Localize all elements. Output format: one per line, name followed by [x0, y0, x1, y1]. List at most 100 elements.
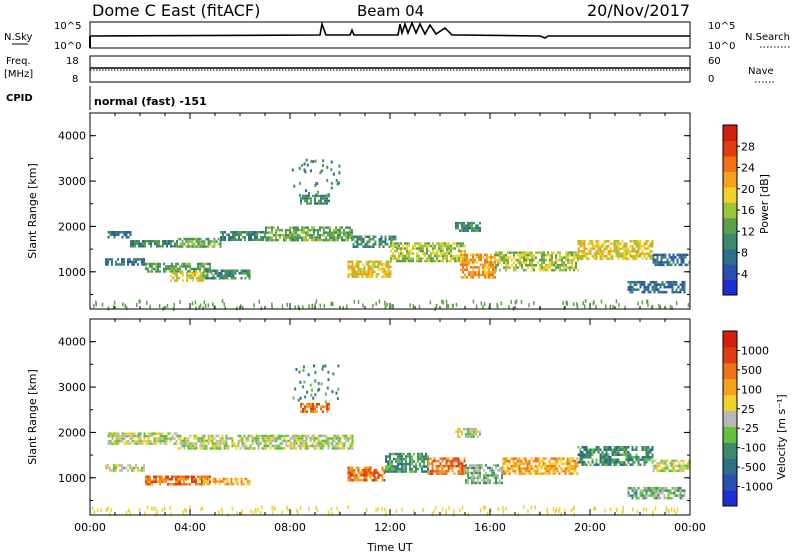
ground-scatter-cell [213, 305, 216, 310]
echo-cell [209, 267, 211, 271]
echo-cell [193, 434, 196, 438]
echo-cell [465, 427, 467, 431]
echo-cell [218, 480, 221, 483]
echo-cell [531, 263, 533, 267]
ground-scatter-cell [384, 512, 387, 517]
echo-cell [486, 258, 488, 262]
echo-cell [387, 265, 390, 268]
echo-cell [195, 270, 197, 273]
echo-cell [343, 238, 345, 242]
ground-scatter-cell [170, 512, 172, 517]
echo-cell [619, 252, 622, 255]
echo-cell [637, 456, 640, 459]
echo-cell [353, 268, 356, 271]
echo-cell [253, 437, 256, 440]
echo-cell [436, 254, 438, 258]
ground-scatter-cell [365, 508, 368, 513]
echo-cell [176, 274, 178, 277]
echo-cell [293, 437, 296, 440]
echo-cell [161, 439, 164, 443]
echo-cell [403, 465, 405, 468]
echo-cell [518, 467, 521, 470]
echo-cell [446, 254, 448, 258]
echo-cell [215, 240, 218, 243]
echo-cell [437, 469, 440, 473]
echo-cell [495, 481, 497, 485]
echo-cell [457, 435, 459, 438]
ground-scatter-cell [593, 506, 595, 511]
echo-cell [467, 432, 469, 436]
echo-cell [437, 472, 440, 475]
echo-cell [458, 247, 460, 250]
echo-cell [607, 448, 610, 451]
echo-cell [557, 266, 559, 269]
echo-cell [303, 444, 306, 448]
echo-cell [545, 263, 547, 267]
echo-cell [176, 242, 178, 245]
echo-cell [433, 459, 436, 463]
echo-cell [192, 276, 194, 280]
echo-cell [633, 255, 636, 258]
echo-cell [345, 238, 347, 242]
echo-cell [627, 247, 630, 250]
echo-cell [107, 466, 109, 470]
echo-cell [577, 257, 580, 260]
echo-cell [546, 472, 549, 475]
echo-cell [491, 466, 493, 470]
echo-cell [318, 199, 320, 203]
echo-cell [183, 444, 186, 448]
echo-cell [457, 224, 459, 227]
echo-cell [548, 467, 551, 470]
echo-cell [681, 489, 684, 492]
echo-cell [402, 259, 404, 263]
echo-cell [214, 277, 217, 280]
echo-cell [394, 238, 397, 241]
echo-cell [680, 459, 683, 463]
echo-cell [530, 467, 533, 470]
echo-cell [181, 240, 184, 243]
echo-cell [409, 470, 411, 473]
echo-cell [677, 494, 680, 497]
echo-cell [165, 475, 167, 478]
echo-cell [457, 432, 459, 436]
echo-cell [501, 253, 503, 257]
echo-cell [506, 457, 509, 460]
echo-cell [265, 442, 268, 445]
echo-cell [676, 253, 679, 257]
ground-scatter-cell [261, 505, 263, 510]
echo-cell [368, 240, 371, 243]
echo-cell [658, 253, 661, 257]
echo-cell [192, 274, 194, 277]
echo-cell [641, 280, 644, 284]
echo-cell [653, 489, 656, 492]
echo-cell [145, 265, 147, 268]
x-tick-label: 04:00 [174, 521, 206, 534]
echo-cell [239, 439, 242, 443]
echo-cell [649, 486, 652, 490]
echo-cell [125, 434, 128, 438]
echo-cell [670, 263, 673, 267]
echo-cell [679, 290, 682, 294]
echo-cell [539, 268, 541, 272]
velocity-echoes [91, 364, 691, 517]
ground-scatter-cell [362, 303, 364, 308]
echo-cell [335, 391, 338, 395]
echo-cell [299, 396, 302, 400]
echo-cell [579, 458, 582, 461]
echo-cell [409, 467, 411, 471]
colorbar-segment [723, 171, 737, 188]
echo-cell [601, 257, 604, 260]
echo-cell [471, 474, 473, 477]
echo-cell [595, 255, 598, 258]
echo-cell [316, 402, 318, 406]
echo-cell [315, 182, 318, 186]
echo-cell [339, 442, 342, 445]
echo-cell [236, 480, 239, 483]
echo-cell [133, 432, 136, 435]
echo-cell [419, 452, 421, 456]
echo-cell [352, 235, 355, 238]
echo-cell [571, 251, 573, 254]
echo-cell [177, 478, 179, 481]
echo-cell [185, 439, 188, 443]
echo-cell [512, 469, 515, 473]
